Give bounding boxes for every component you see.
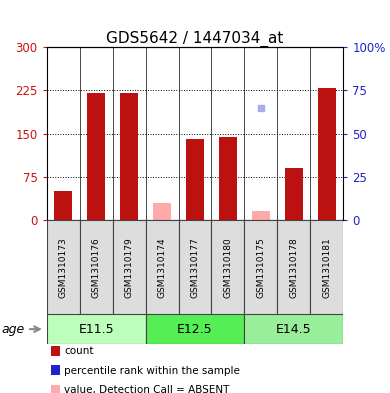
FancyBboxPatch shape <box>113 220 145 314</box>
Text: GSM1310178: GSM1310178 <box>289 237 298 298</box>
Text: GSM1310179: GSM1310179 <box>125 237 134 298</box>
Bar <box>145 314 245 344</box>
Text: GSM1310181: GSM1310181 <box>322 237 331 298</box>
Title: GDS5642 / 1447034_at: GDS5642 / 1447034_at <box>106 31 284 47</box>
Bar <box>285 168 303 220</box>
Text: GSM1310177: GSM1310177 <box>190 237 200 298</box>
Bar <box>245 314 343 344</box>
FancyBboxPatch shape <box>179 220 211 314</box>
Text: E11.5: E11.5 <box>78 323 114 336</box>
Bar <box>186 140 204 220</box>
FancyBboxPatch shape <box>310 220 343 314</box>
Text: GSM1310174: GSM1310174 <box>158 237 167 298</box>
Text: GSM1310173: GSM1310173 <box>59 237 68 298</box>
FancyBboxPatch shape <box>80 220 113 314</box>
Text: GSM1310175: GSM1310175 <box>256 237 265 298</box>
Text: value, Detection Call = ABSENT: value, Detection Call = ABSENT <box>64 385 230 393</box>
FancyBboxPatch shape <box>47 220 80 314</box>
Text: E14.5: E14.5 <box>276 323 312 336</box>
Bar <box>47 314 145 344</box>
Bar <box>87 93 105 220</box>
Bar <box>318 88 336 220</box>
Text: GSM1310180: GSM1310180 <box>223 237 232 298</box>
Text: percentile rank within the sample: percentile rank within the sample <box>64 365 240 376</box>
Bar <box>153 203 171 220</box>
Text: E12.5: E12.5 <box>177 323 213 336</box>
Text: GSM1310176: GSM1310176 <box>92 237 101 298</box>
Bar <box>219 136 237 220</box>
FancyBboxPatch shape <box>145 220 179 314</box>
FancyBboxPatch shape <box>245 220 277 314</box>
Bar <box>120 93 138 220</box>
Bar <box>54 191 72 220</box>
FancyBboxPatch shape <box>277 220 310 314</box>
FancyBboxPatch shape <box>211 220 245 314</box>
Text: age: age <box>2 323 25 336</box>
Text: count: count <box>64 346 94 356</box>
Bar <box>252 211 270 220</box>
